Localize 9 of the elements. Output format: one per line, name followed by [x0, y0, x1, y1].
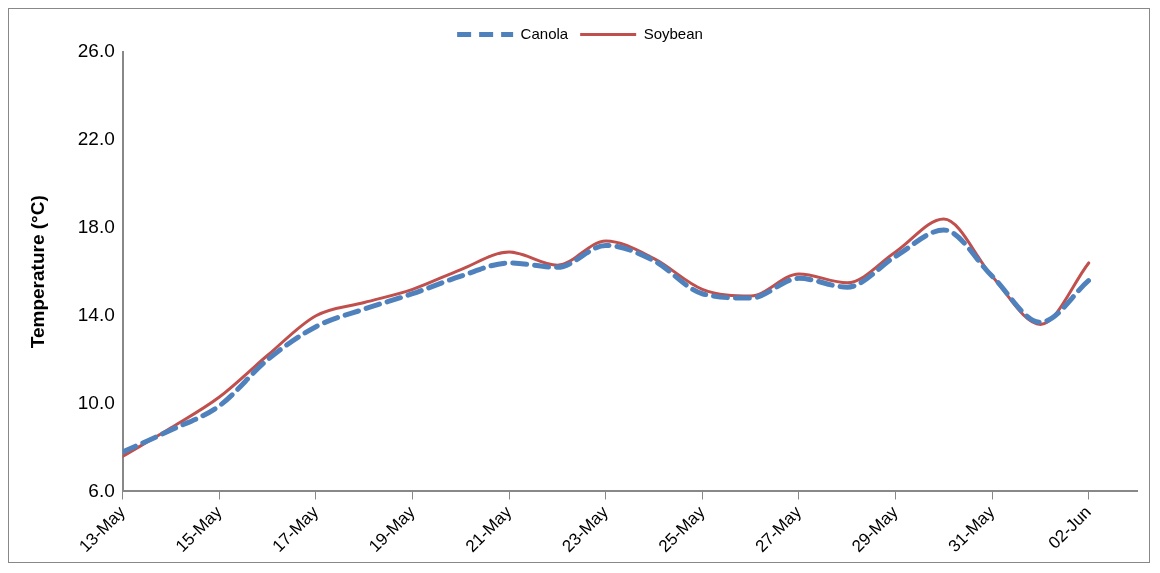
- y-tick-label: 10.0: [77, 391, 115, 413]
- y-tick-label: 18.0: [77, 216, 115, 238]
- y-axis-title: Temperature (°C): [26, 195, 48, 349]
- y-tick-label: 6.0: [88, 479, 115, 501]
- legend-label: Soybean: [643, 24, 703, 42]
- y-tick-label: 22.0: [77, 128, 115, 150]
- y-tick-label: 26.0: [77, 40, 115, 62]
- y-tick-label: 14.0: [77, 303, 115, 325]
- legend-label: Canola: [520, 24, 569, 42]
